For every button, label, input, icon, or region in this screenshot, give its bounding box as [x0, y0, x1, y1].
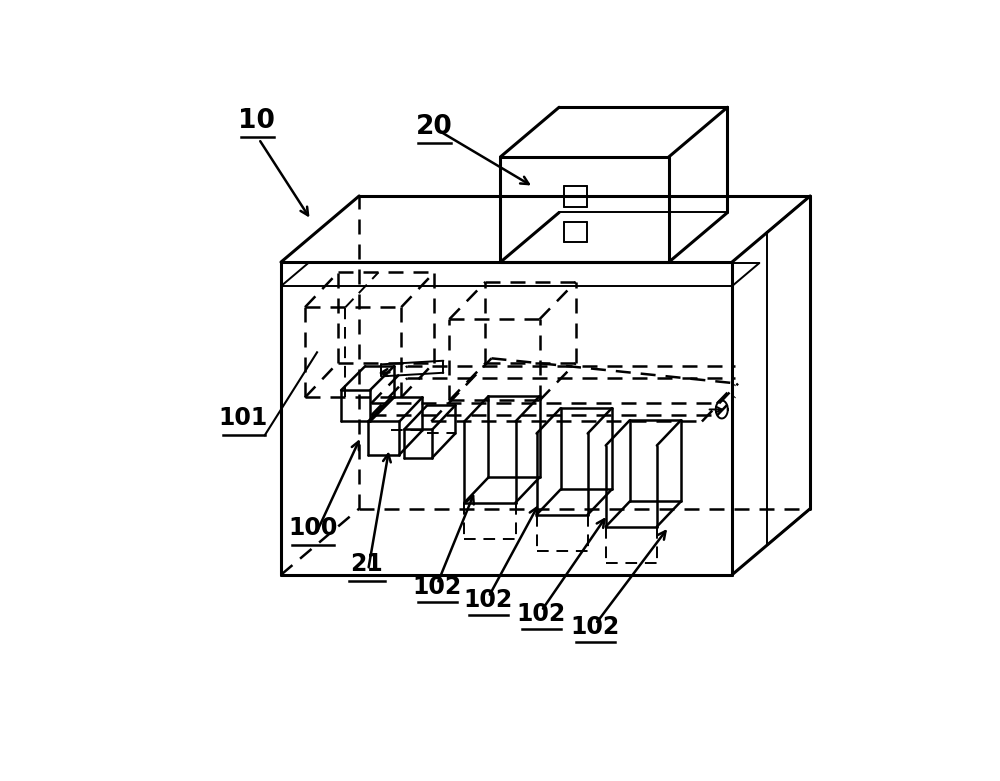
Text: 102: 102	[571, 615, 620, 639]
Text: 10: 10	[238, 108, 275, 134]
Text: 102: 102	[464, 588, 513, 612]
Text: 20: 20	[416, 114, 453, 140]
Text: 21: 21	[351, 552, 383, 576]
Text: 102: 102	[413, 575, 462, 599]
Text: 102: 102	[517, 602, 566, 626]
Text: 100: 100	[288, 516, 338, 540]
Text: 101: 101	[218, 406, 268, 430]
